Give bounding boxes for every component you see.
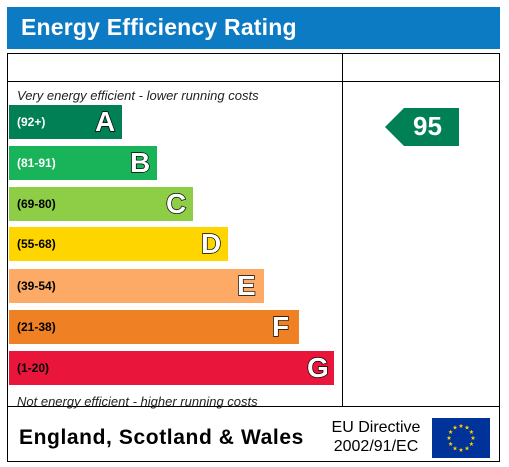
- band-e: (39-54) E: [9, 269, 264, 303]
- rating-frame: Very energy efficient - lower running co…: [7, 53, 500, 462]
- band-range: (55-68): [17, 237, 56, 251]
- band-g: (1-20) G: [9, 351, 334, 385]
- title-bar: Energy Efficiency Rating: [7, 7, 500, 49]
- flag-star: [458, 447, 464, 452]
- flag-star: [448, 441, 453, 446]
- band-range: (21-38): [17, 320, 56, 334]
- region-label: England, Scotland & Wales: [19, 426, 304, 449]
- eu-directive-line1: EU Directive: [331, 419, 421, 436]
- band-range: (39-54): [17, 279, 56, 293]
- flag-star: [470, 435, 476, 440]
- eu-flag-icon: [432, 418, 490, 458]
- band-letter: B: [129, 146, 151, 178]
- top-caption: Very energy efficient - lower running co…: [17, 88, 259, 103]
- rating-arrow-shape: [385, 108, 459, 146]
- page-title: Energy Efficiency Rating: [21, 14, 297, 40]
- band-c: (69-80) C: [9, 187, 193, 221]
- band-range: (92+): [17, 115, 46, 129]
- band-b: (81-91) B: [9, 146, 157, 180]
- flag-star: [458, 423, 464, 428]
- eu-directive-line2: 2002/91/EC: [333, 438, 419, 455]
- flag-star: [464, 425, 470, 430]
- band-a: (92+) A: [9, 105, 122, 139]
- band-letter: D: [200, 227, 222, 259]
- flag-star: [452, 445, 458, 451]
- flag-star: [446, 435, 452, 440]
- band-letter: C: [165, 187, 187, 219]
- flag-star: [469, 441, 474, 446]
- band-letter: G: [306, 351, 329, 383]
- flag-star: [464, 445, 470, 451]
- current-rating-value: 95: [413, 111, 442, 141]
- eu-directive: EU Directive 2002/91/EC: [326, 418, 426, 456]
- band-range: (1-20): [17, 361, 50, 375]
- flag-star: [452, 425, 458, 430]
- bottom-caption: Not energy efficient - higher running co…: [17, 394, 258, 409]
- band-f: (21-38) F: [9, 310, 299, 344]
- flag-star: [448, 429, 453, 434]
- band-range: (81-91): [17, 156, 56, 170]
- footer-divider: [8, 406, 499, 407]
- header-divider: [8, 81, 499, 82]
- band-range: (69-80): [17, 197, 56, 211]
- band-letter: F: [271, 310, 290, 342]
- current-rating-arrow: 95: [385, 108, 459, 146]
- band-d: (55-68) D: [9, 227, 228, 261]
- band-letter: A: [94, 105, 116, 137]
- band-letter: E: [236, 269, 256, 301]
- flag-star: [469, 429, 474, 434]
- column-divider: [342, 54, 343, 406]
